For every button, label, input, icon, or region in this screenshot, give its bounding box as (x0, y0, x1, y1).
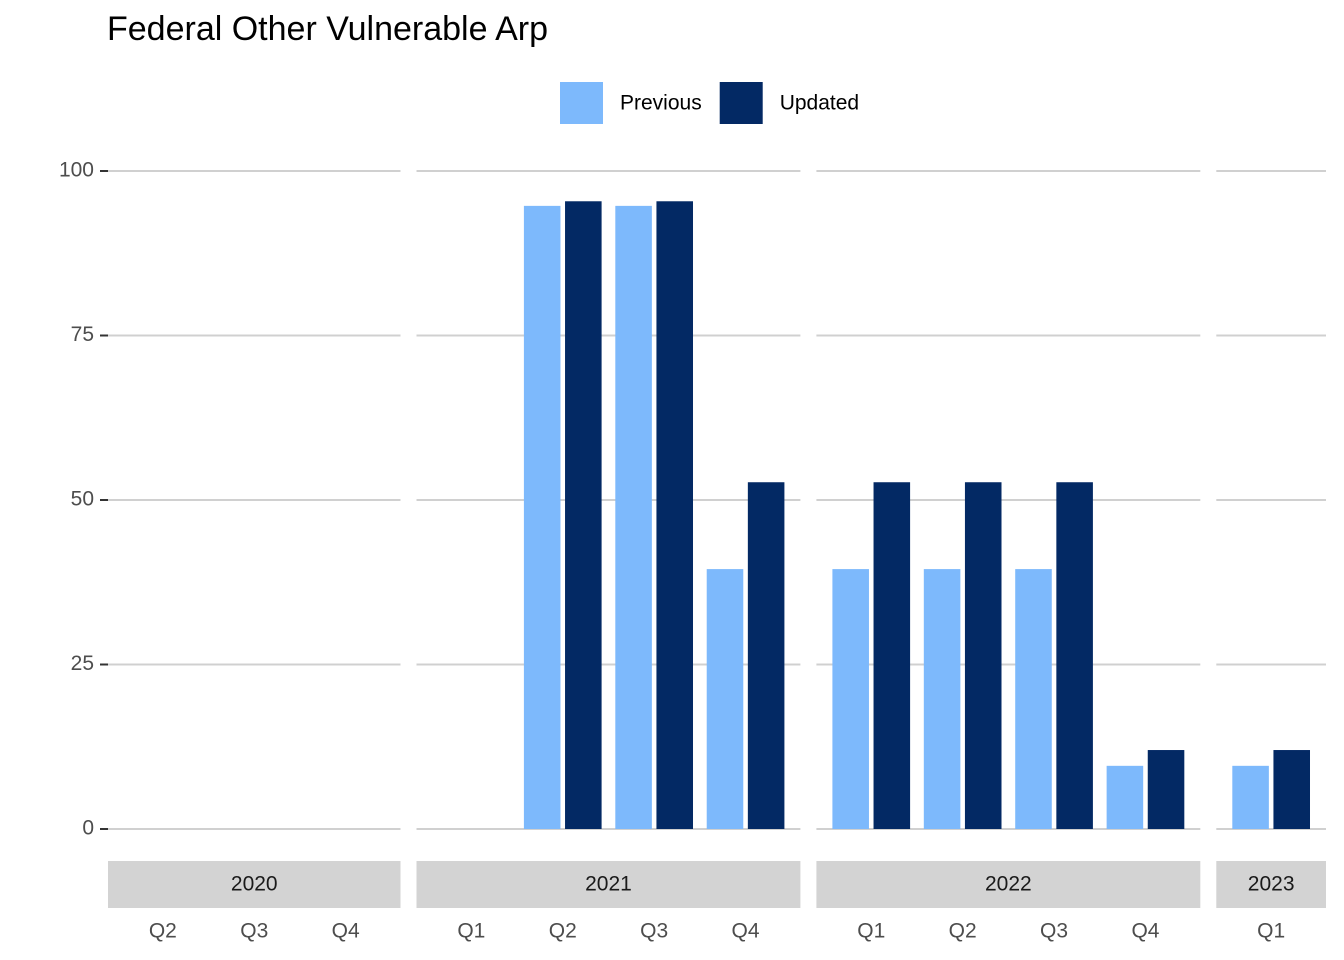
x-tick-label: Q2 (549, 920, 577, 943)
bar (565, 201, 602, 829)
x-tick-label: Q3 (1040, 920, 1068, 943)
x-tick-label: Q2 (149, 920, 177, 943)
bar (1232, 765, 1269, 829)
chart-title: Federal Other Vulnerable Arp (107, 10, 548, 48)
y-tick-label: 25 (71, 652, 94, 675)
bar (1056, 482, 1093, 829)
x-tick-label: Q4 (732, 920, 760, 943)
bar (656, 201, 694, 829)
facet-label: 2022 (985, 873, 1032, 896)
y-tick-label: 0 (82, 817, 94, 840)
facet-strip (416, 861, 801, 908)
legend-key (560, 82, 603, 124)
bar (1147, 750, 1185, 829)
legend-label: Updated (780, 92, 859, 115)
facet-strip (816, 861, 1201, 908)
facet-label: 2020 (231, 873, 278, 896)
bar (964, 482, 1002, 829)
x-tick-label: Q1 (457, 920, 485, 943)
bar (615, 205, 652, 829)
facet-label: 2023 (1248, 873, 1295, 896)
bar (873, 482, 911, 829)
y-tick-label: 75 (71, 323, 94, 346)
bar (523, 205, 561, 829)
bar (1106, 765, 1144, 829)
x-tick-label: Q3 (640, 920, 668, 943)
legend-key (719, 82, 763, 124)
x-tick-label: Q4 (1131, 920, 1159, 943)
y-tick-label: 50 (71, 488, 94, 511)
bar (706, 569, 744, 829)
bar (1273, 750, 1311, 829)
bar (832, 569, 869, 829)
facet-label: 2021 (585, 873, 632, 896)
facet-strip (1216, 861, 1326, 908)
legend-label: Previous (620, 92, 702, 115)
x-tick-label: Q4 (332, 920, 360, 943)
y-tick-label: 100 (59, 159, 94, 182)
bar (923, 569, 961, 829)
x-tick-label: Q3 (240, 920, 268, 943)
bar (747, 482, 785, 829)
x-tick-label: Q1 (857, 920, 885, 943)
facet-strip (108, 861, 401, 908)
x-tick-label: Q1 (1257, 920, 1285, 943)
bar (1015, 569, 1052, 829)
x-tick-label: Q2 (949, 920, 977, 943)
